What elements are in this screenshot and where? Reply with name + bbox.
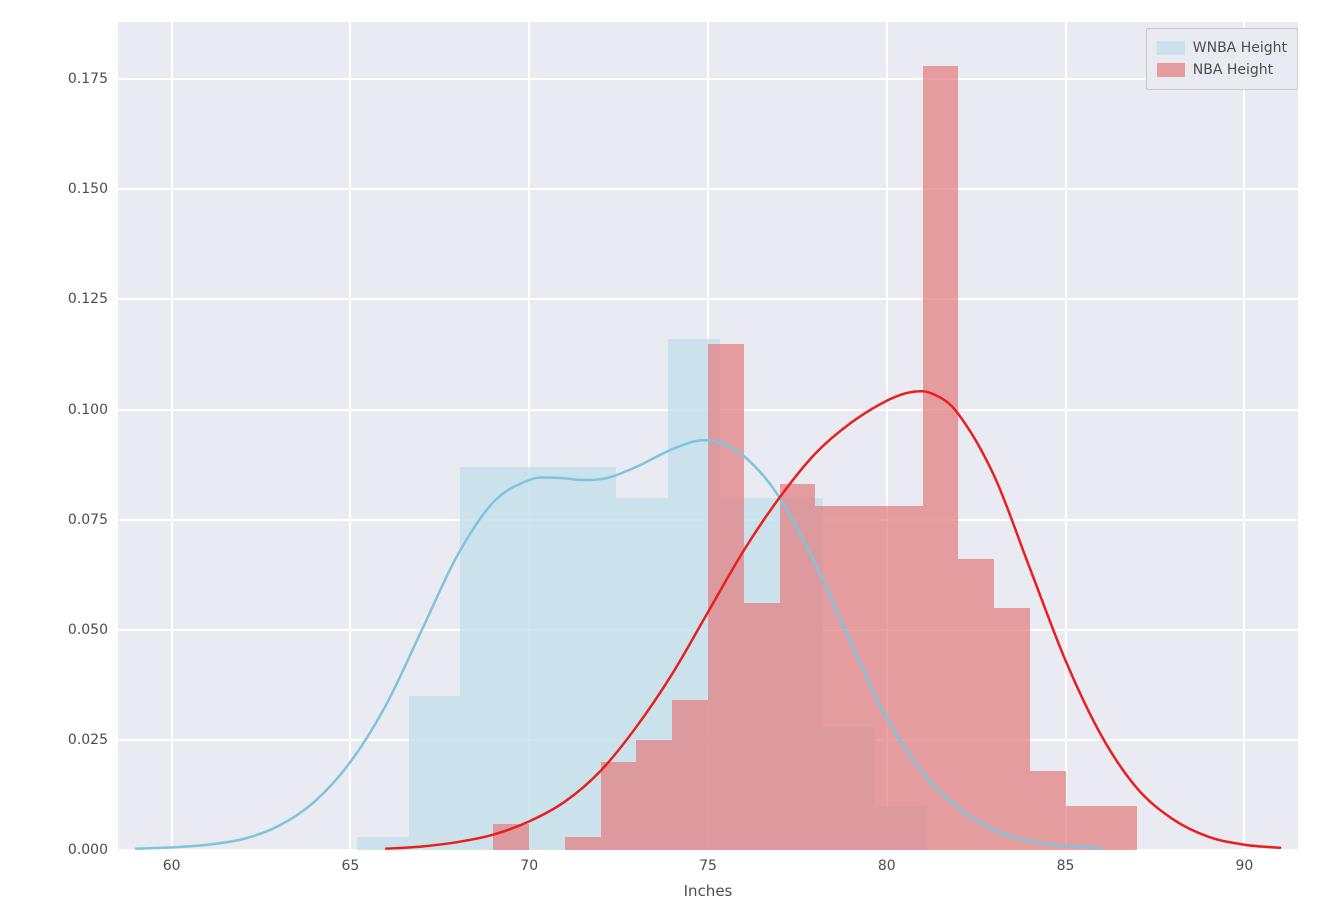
kde-nba — [118, 22, 1298, 850]
x-tick-label: 60 — [163, 858, 181, 874]
y-tick-label: 0.150 — [68, 181, 108, 197]
legend-label-nba: NBA Height — [1193, 59, 1273, 81]
y-tick-label: 0.125 — [68, 291, 108, 307]
legend-item-nba: NBA Height — [1157, 59, 1287, 81]
x-tick-label: 70 — [520, 858, 538, 874]
y-tick-label: 0.000 — [68, 842, 108, 858]
legend: WNBA Height NBA Height — [1146, 28, 1298, 90]
y-tick-label: 0.100 — [68, 402, 108, 418]
x-tick-label: 90 — [1235, 858, 1253, 874]
x-axis-label: Inches — [684, 882, 733, 900]
plot-area — [118, 22, 1298, 850]
legend-swatch-wnba — [1157, 41, 1185, 55]
legend-swatch-nba — [1157, 63, 1185, 77]
figure: WNBA Height NBA Height Inches 60 65 70 75 80… — [0, 0, 1324, 910]
x-tick-label: 80 — [878, 858, 896, 874]
x-tick-label: 85 — [1057, 858, 1075, 874]
legend-label-wnba: WNBA Height — [1193, 37, 1287, 59]
y-tick-label: 0.175 — [68, 71, 108, 87]
y-tick-label: 0.025 — [68, 732, 108, 748]
y-tick-label: 0.075 — [68, 512, 108, 528]
y-tick-label: 0.050 — [68, 622, 108, 638]
legend-item-wnba: WNBA Height — [1157, 37, 1287, 59]
x-tick-label: 75 — [699, 858, 717, 874]
x-tick-label: 65 — [342, 858, 360, 874]
